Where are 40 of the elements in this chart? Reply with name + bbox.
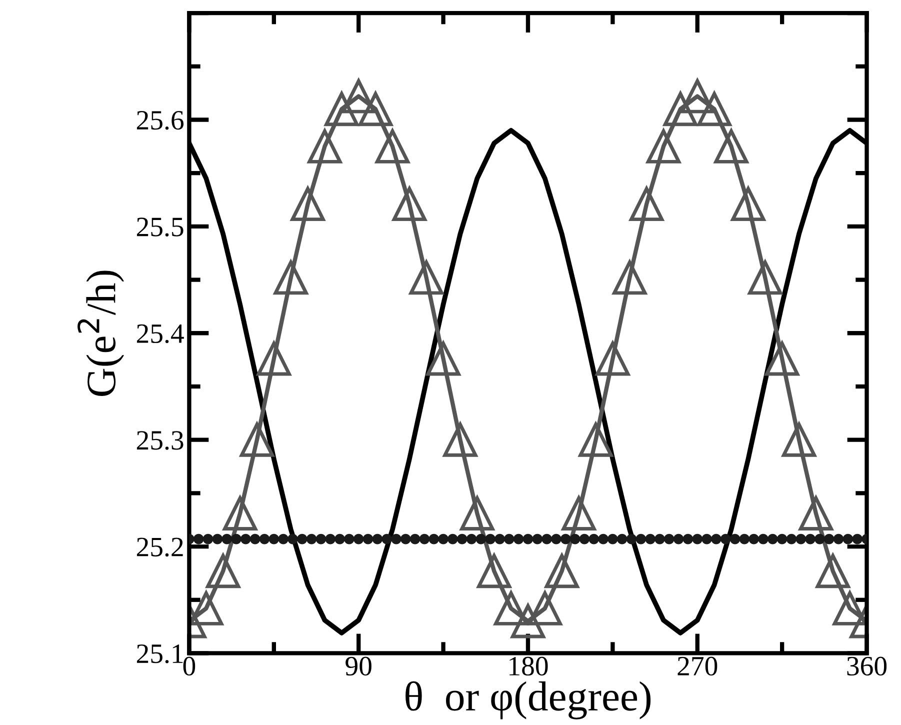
point (189, 591, 224, 626)
point (578, 422, 613, 457)
point (375, 129, 410, 164)
x-tick-label: 90 (346, 656, 372, 676)
x-axis-title: θ or φ(degree) (406, 681, 651, 720)
point (612, 260, 647, 295)
y-tick-label: 25.2 (136, 538, 183, 557)
point (274, 260, 308, 295)
point (748, 260, 782, 295)
point (494, 591, 528, 626)
point (765, 342, 800, 376)
x-tick-label: 0 (183, 656, 196, 676)
point (646, 129, 681, 164)
point (443, 422, 478, 457)
point (528, 591, 562, 626)
point (832, 591, 867, 626)
y-tick-label: 25.6 (136, 110, 184, 130)
x-tick-label: 360 (847, 656, 887, 676)
point (680, 79, 714, 114)
point (714, 129, 748, 164)
point (342, 79, 376, 114)
point (256, 342, 291, 376)
point (596, 342, 630, 376)
x-tick-label: 180 (510, 656, 548, 676)
point (240, 422, 274, 457)
point (782, 422, 816, 457)
y-tick-label: 25.3 (136, 431, 184, 450)
x-tick-label: 270 (678, 656, 718, 676)
point (562, 496, 596, 530)
point (798, 496, 833, 530)
point (223, 496, 258, 530)
y-tick-label: 25.4 (136, 324, 184, 344)
point (308, 129, 342, 164)
y-axis-title: G(e$^{2}$/h) (78, 270, 124, 396)
y-tick-label: 25.1 (136, 644, 183, 664)
point (426, 342, 460, 376)
point (460, 496, 494, 530)
point (510, 604, 545, 638)
point (409, 260, 444, 295)
y-tick-label: 25.5 (136, 218, 184, 236)
